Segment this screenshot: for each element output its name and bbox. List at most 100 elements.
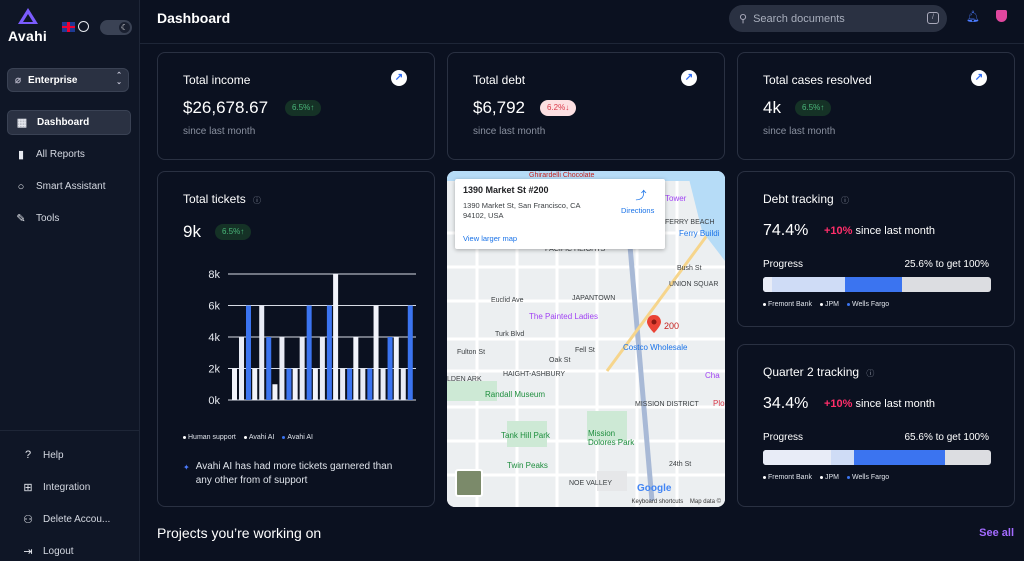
quarter-2-tracking-card: Quarter 2 tracking ⓘ 34.4% +10% since la… <box>737 344 1015 507</box>
since-label: since last month <box>763 126 836 137</box>
uk-flag-icon[interactable] <box>62 21 75 32</box>
bar[interactable] <box>326 305 332 401</box>
search-input[interactable] <box>753 12 914 25</box>
search-bar[interactable]: ⚲ / <box>729 5 947 32</box>
bar[interactable] <box>387 337 393 400</box>
bar[interactable] <box>319 337 325 400</box>
map-label-pacific-heights: PACIFIC HEIGHTS <box>545 246 606 253</box>
theme-toggle[interactable]: ☾ <box>100 20 132 35</box>
sidebar-item-tools[interactable]: ✎ Tools <box>7 206 131 231</box>
bar[interactable] <box>393 337 399 400</box>
card-title: Total income <box>183 73 251 87</box>
bar[interactable] <box>292 368 298 401</box>
globe-icon[interactable] <box>78 21 89 32</box>
map-label-ghirardelli: Ghirardelli Chocolate <box>529 172 595 179</box>
arrow-up-right-icon[interactable]: ↗ <box>391 70 407 86</box>
bell-icon[interactable]: 🔔︎ <box>966 11 980 23</box>
projects-section-title: Projects you’re working on <box>157 525 322 541</box>
map-label-mission-district: MISSION DISTRICT <box>635 401 699 408</box>
sidebar-item-label: Smart Assistant <box>36 181 106 192</box>
debt-tracking-value: 74.4% <box>763 222 809 239</box>
bar[interactable] <box>299 337 305 400</box>
debt-tracking-card: Debt tracking ⓘ 74.4% +10% since last mo… <box>737 171 1015 327</box>
bar[interactable] <box>373 305 379 401</box>
since-label: since last month <box>473 126 546 137</box>
info-icon[interactable]: ⓘ <box>841 196 850 205</box>
keyboard-shortcuts-link[interactable]: Keyboard shortcuts <box>631 499 684 505</box>
bar[interactable] <box>333 274 339 400</box>
shield-icon[interactable] <box>996 10 1007 22</box>
map-label-haight: HAIGHT-ASHBURY <box>503 371 566 378</box>
income-value: $26,678.67 <box>183 98 269 117</box>
debt-value: $6,792 <box>473 98 525 117</box>
bar[interactable] <box>252 368 258 401</box>
arrow-up-right-icon[interactable]: ↗ <box>681 70 697 86</box>
map-label-fulton: Fulton St <box>457 349 486 356</box>
sidebar-item-delete-account[interactable]: ⚇ Delete Accou... <box>18 508 138 530</box>
tickets-chart-svg: 0k 2k 4k 6k 8k <box>208 269 416 407</box>
y-tick-label: 4k <box>208 332 220 344</box>
bar[interactable] <box>353 337 359 400</box>
bar[interactable] <box>367 368 373 401</box>
bar[interactable] <box>232 368 237 401</box>
bar[interactable] <box>239 337 244 400</box>
bar[interactable] <box>340 368 346 401</box>
bar[interactable] <box>407 305 413 401</box>
bar[interactable] <box>400 368 406 401</box>
insight-note: ✦ Avahi AI has had more tickets garnered… <box>183 460 403 488</box>
y-tick-label: 6k <box>208 301 220 313</box>
map-label-ferry-beach: FERRY BEACH <box>665 219 715 226</box>
language-switcher[interactable] <box>62 21 89 32</box>
bar[interactable] <box>306 305 312 401</box>
info-icon[interactable]: ⓘ <box>866 369 875 378</box>
arrow-up-right-icon[interactable]: ↗ <box>971 70 987 86</box>
bar[interactable] <box>286 368 292 401</box>
map-label-twin-peaks: Twin Peaks <box>507 461 548 470</box>
map-data-label[interactable]: Map data © <box>689 499 721 505</box>
since-label: since last month <box>183 126 256 137</box>
bar[interactable] <box>312 368 318 401</box>
sidebar-item-integration[interactable]: ⊞ Integration <box>18 476 138 498</box>
directions-link[interactable]: Directions <box>621 206 655 215</box>
map-info-window: 1390 Market St #200 1390 Market St, San … <box>455 179 665 249</box>
bar[interactable] <box>246 305 251 401</box>
legend-item: Human support <box>183 434 236 441</box>
total-cases-card: Total cases resolved ↗ 4k 6.5%↑ since la… <box>737 52 1015 160</box>
wrench-icon: ✎ <box>16 213 26 225</box>
satellite-toggle[interactable] <box>455 469 483 497</box>
bar[interactable] <box>266 337 272 400</box>
sidebar-item-dashboard[interactable]: ▦ Dashboard <box>7 110 131 135</box>
q2-tracking-value: 34.4% <box>763 395 809 412</box>
sidebar-item-smart-assistant[interactable]: ○ Smart Assistant <box>7 174 131 199</box>
legend-item: JPM <box>819 474 839 481</box>
map-label-tower: Tower <box>665 194 687 203</box>
workspace-select[interactable]: ⌀ Enterprise ⌃ ⌄ <box>7 68 129 92</box>
bar[interactable] <box>272 384 278 400</box>
sidebar-item-help[interactable]: ? Help <box>18 444 138 466</box>
y-tick-label: 2k <box>208 364 220 376</box>
legend-item: Avahi AI <box>282 434 313 441</box>
integration-icon: ⊞ <box>23 481 33 494</box>
change-badge: 6.5%↑ <box>215 224 252 240</box>
sidebar-item-label: Tools <box>36 213 60 224</box>
bar[interactable] <box>380 368 386 401</box>
info-icon[interactable]: ⓘ <box>253 196 262 205</box>
view-larger-map-link[interactable]: View larger map <box>463 234 518 243</box>
logo[interactable]: Avahi <box>8 8 58 44</box>
total-debt-card: Total debt ↗ $6,792 6.2%↓ since last mon… <box>447 52 725 160</box>
bar[interactable] <box>360 368 366 401</box>
q2-tracking-delta: +10% since last month <box>824 398 935 410</box>
directions-icon[interactable]: ⤴ <box>635 190 647 202</box>
bar[interactable] <box>259 305 265 401</box>
sidebar-item-logout[interactable]: ⇥ Logout <box>18 540 138 561</box>
card-title: Total cases resolved <box>763 73 872 87</box>
location-pin-icon[interactable] <box>647 315 661 333</box>
sidebar-item-label: Integration <box>43 481 91 493</box>
sidebar-item-label: Delete Accou... <box>43 513 111 525</box>
legend-item: Wells Fargo <box>846 474 889 481</box>
map-card[interactable]: Ghirardelli Chocolate Tower FERRY BEACH … <box>447 171 725 507</box>
bar[interactable] <box>347 368 353 401</box>
sidebar-item-all-reports[interactable]: ▮ All Reports <box>7 142 131 167</box>
see-all-link[interactable]: See all <box>979 527 1014 539</box>
bar[interactable] <box>279 337 285 400</box>
